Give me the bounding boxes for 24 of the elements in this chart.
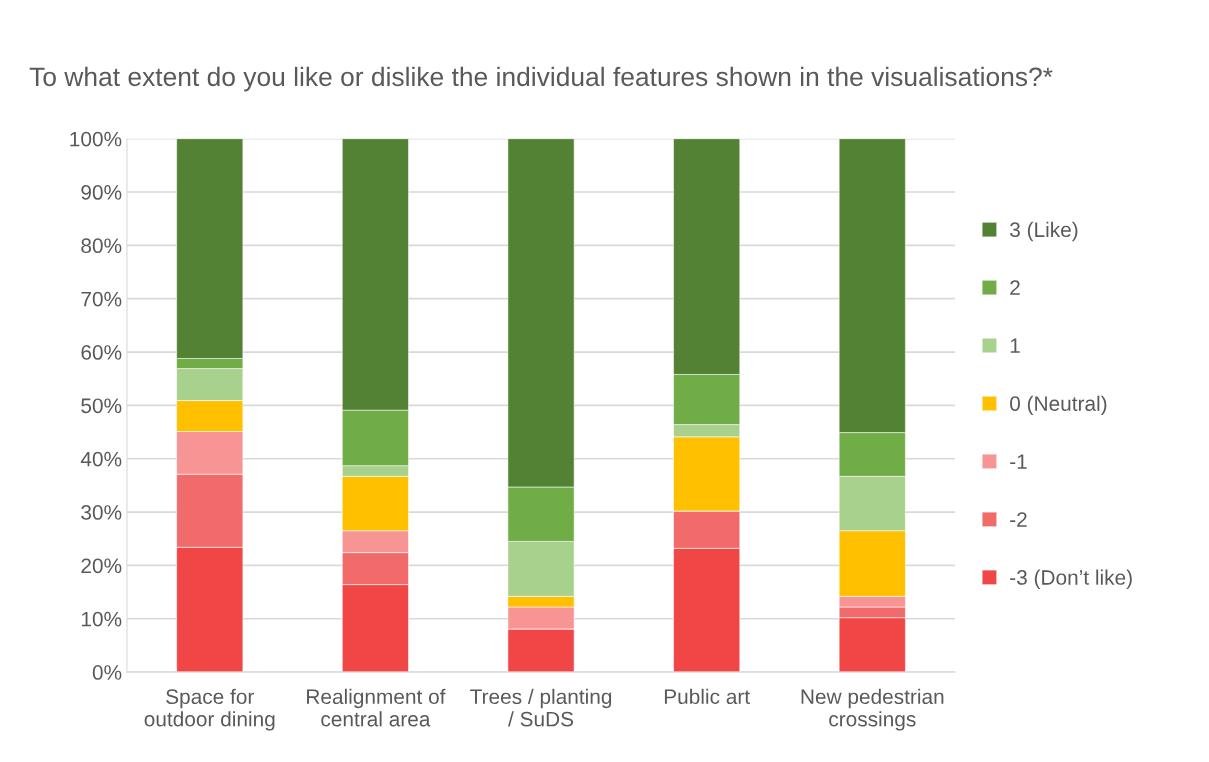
- y-tick-label: 80%: [81, 238, 122, 254]
- x-tick-label: New pedestrian crossings: [801, 688, 944, 731]
- legend-label: 3 (Like): [1010, 221, 1078, 242]
- legend-label: 0 (Neutral): [1010, 395, 1107, 416]
- x-tick-label: Realignment of central area: [307, 688, 446, 727]
- y-tick-label: 100%: [70, 131, 122, 147]
- y-tick-label: 30%: [81, 505, 122, 520]
- legend-label: 2: [1010, 280, 1020, 295]
- y-tick-label: 50%: [81, 398, 122, 414]
- legend-label: -1: [1010, 454, 1027, 469]
- y-tick-label: 90%: [81, 185, 122, 200]
- chart-title: To what extent do you like or dislike the individual features shown in the visualisations?*: [29, 66, 1053, 92]
- y-tick-label: 0%: [92, 665, 122, 680]
- y-tick-label: 40%: [80, 451, 122, 467]
- x-tick-label: Space for outdoor dining: [144, 688, 275, 731]
- y-tick-label: 10%: [81, 611, 122, 627]
- x-tick-label: Trees / planting / SuDS: [470, 688, 612, 727]
- x-tick-label: Public art: [664, 688, 750, 705]
- y-tick-label: 70%: [81, 291, 122, 307]
- legend-label: -3 (Don’t like): [1010, 569, 1132, 589]
- y-tick-label: 60%: [81, 345, 122, 360]
- y-tick-label: 20%: [81, 558, 122, 574]
- legend-label: 1: [1010, 338, 1020, 353]
- legend-label: -2: [1010, 512, 1027, 527]
